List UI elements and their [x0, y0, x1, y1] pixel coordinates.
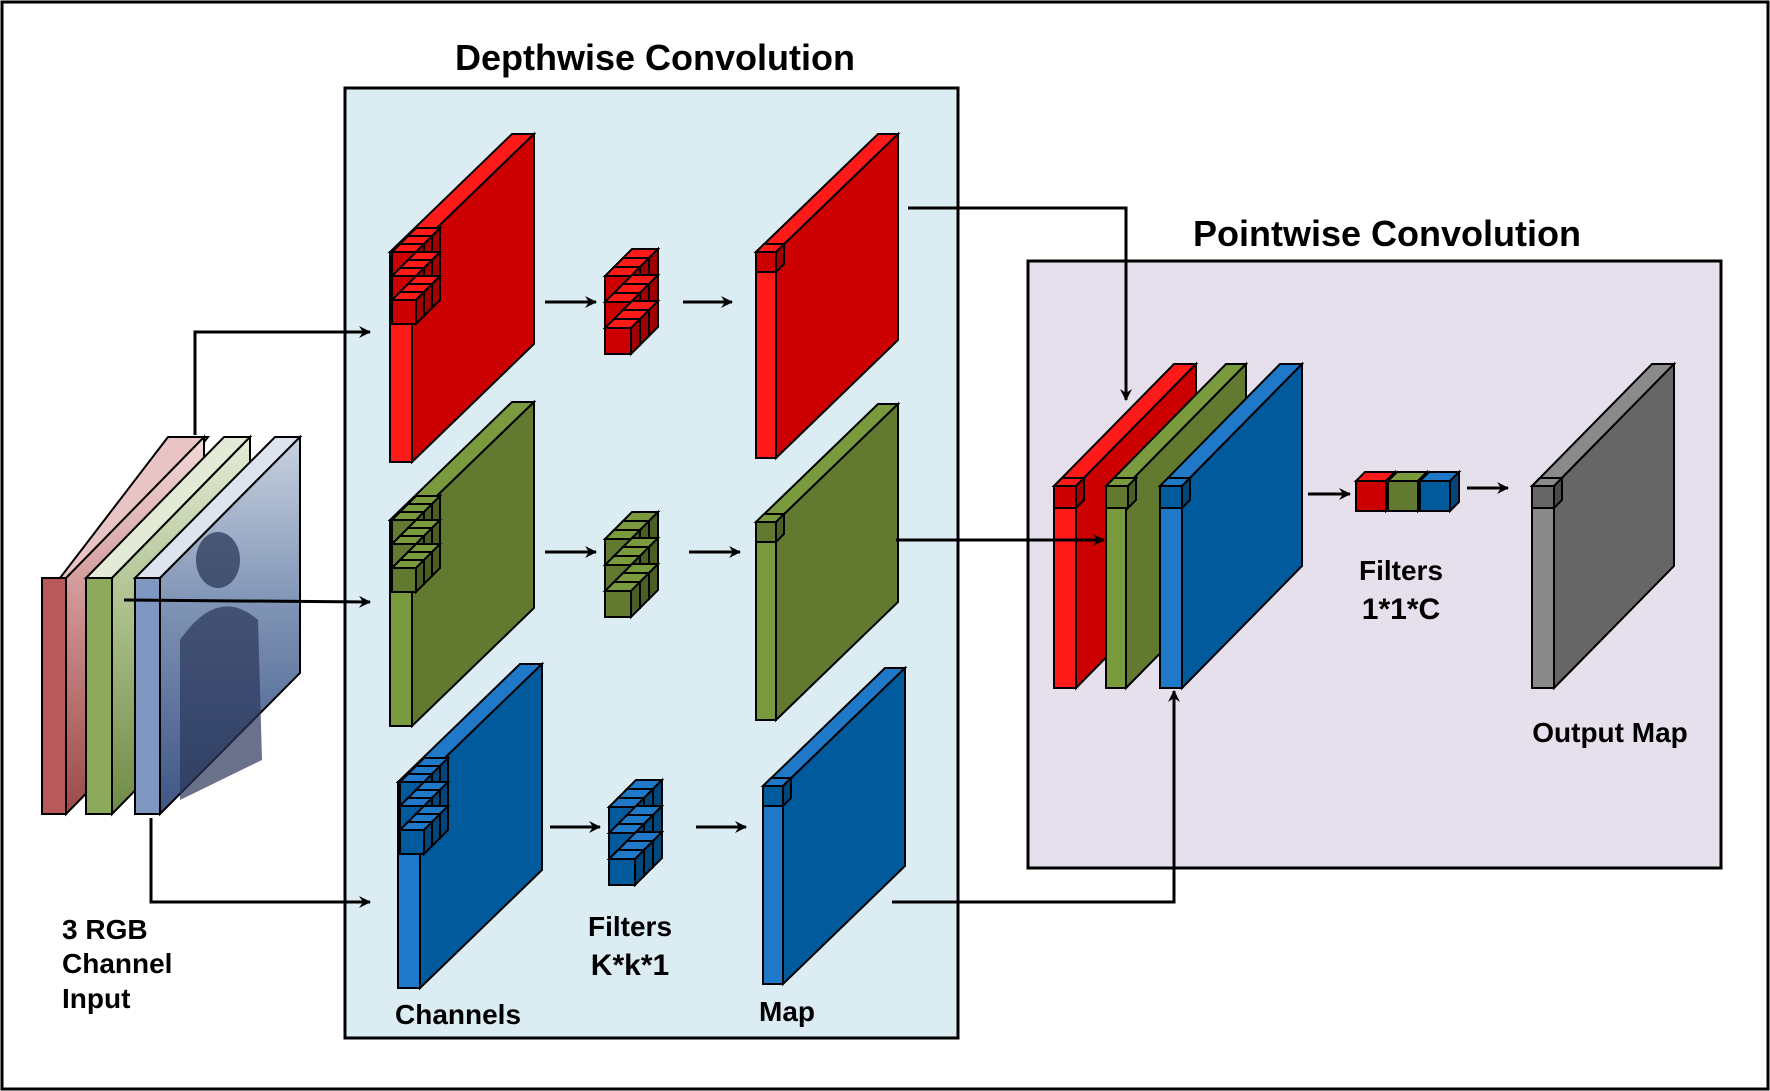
pointwise-stack-blue — [1157, 361, 1305, 691]
cube-front — [1419, 480, 1451, 512]
slab-face — [775, 401, 899, 723]
map-label: Map — [759, 996, 815, 1027]
map-red — [753, 131, 901, 461]
input-label-line2: Channel — [62, 948, 172, 979]
slab-edge — [1159, 485, 1183, 689]
cube-front — [762, 785, 784, 807]
slab-edge — [1531, 485, 1555, 689]
slab-edge — [762, 785, 784, 985]
slab-face — [782, 665, 906, 987]
depthwise-filters-label: Filters — [588, 911, 672, 942]
pointwise-filters-label: Filters — [1359, 555, 1443, 586]
arrow-blue-map-to-pointwise — [892, 690, 1180, 904]
map-green — [753, 401, 901, 723]
cube-front — [1159, 485, 1183, 509]
channel-green — [387, 399, 537, 729]
output-map — [1529, 361, 1677, 691]
cube-front — [604, 590, 632, 618]
channel-blue — [395, 661, 545, 991]
cube-front — [399, 829, 425, 855]
depthwise-title: Depthwise Convolution — [455, 37, 855, 78]
slab-face — [419, 661, 543, 991]
slab-edge — [755, 251, 777, 459]
slab-edge — [1105, 485, 1127, 689]
cube-front — [755, 521, 777, 543]
output-map-label: Output Map — [1532, 717, 1688, 748]
channel-red — [387, 131, 537, 465]
pointwise-title: Pointwise Convolution — [1193, 213, 1581, 254]
slab-face — [1181, 361, 1303, 691]
pointwise-filter-cubes — [1353, 469, 1462, 514]
filter-blue — [606, 777, 665, 888]
cube-front — [604, 327, 632, 355]
rgb-input-stack — [41, 434, 303, 817]
slab-face — [775, 131, 899, 461]
filter-green — [602, 509, 661, 620]
cube-front — [1355, 480, 1387, 512]
cube-front — [1531, 485, 1555, 509]
input-label-line3: Input — [62, 983, 130, 1014]
pointwise-filter-size-label: 1*1*C — [1362, 593, 1440, 626]
cube-front — [1053, 485, 1077, 509]
arrow-input-to-red — [193, 326, 371, 435]
cube-front — [391, 299, 417, 325]
cube-front — [391, 567, 417, 593]
input-label-line1: 3 RGB — [62, 914, 148, 945]
slab-face — [1553, 361, 1675, 691]
cube-front — [608, 858, 636, 886]
arrow-red-map-to-pointwise — [908, 206, 1132, 401]
cube-front — [755, 251, 777, 273]
arrow-input-to-green — [123, 595, 371, 608]
arrow-input-to-blue — [149, 818, 371, 908]
cube-front — [1387, 480, 1419, 512]
filter-red — [602, 246, 661, 357]
slab-edge — [1053, 485, 1077, 689]
cube-front — [1105, 485, 1129, 509]
slab-face — [411, 131, 535, 465]
channels-label: Channels — [395, 999, 521, 1030]
arrows — [123, 206, 1509, 908]
slab-edge — [755, 521, 777, 721]
map-blue — [760, 665, 908, 987]
depthwise-filter-size-label: K*k*1 — [591, 949, 669, 982]
slab-face — [411, 399, 535, 729]
